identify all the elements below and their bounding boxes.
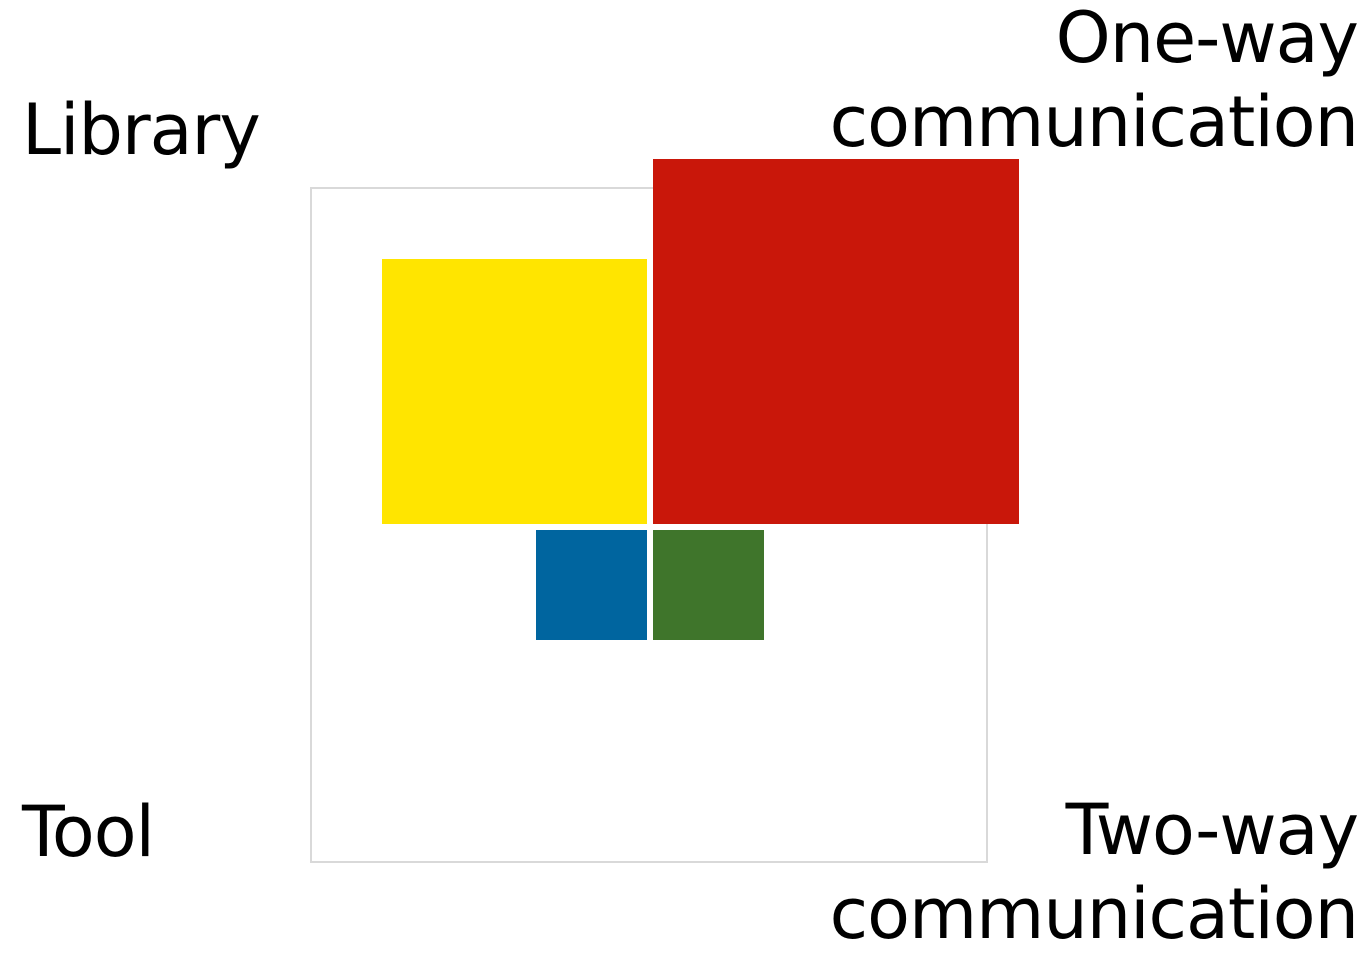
label-two-way-line1: Two-way — [1065, 789, 1359, 871]
quadrant-frame — [310, 187, 988, 863]
label-one-way-line2: communication — [829, 81, 1359, 163]
label-library: Library — [22, 89, 261, 171]
label-one-way-communication: One-way communication — [829, 0, 1359, 164]
yellow-block — [382, 259, 647, 524]
label-one-way-line1: One-way — [1055, 0, 1359, 79]
green-block — [653, 530, 764, 640]
label-two-way-line2: communication — [829, 873, 1359, 955]
red-block — [653, 159, 1019, 524]
blue-block — [536, 530, 647, 640]
label-tool: Tool — [22, 791, 155, 873]
label-two-way-communication: Two-way communication — [829, 788, 1359, 956]
